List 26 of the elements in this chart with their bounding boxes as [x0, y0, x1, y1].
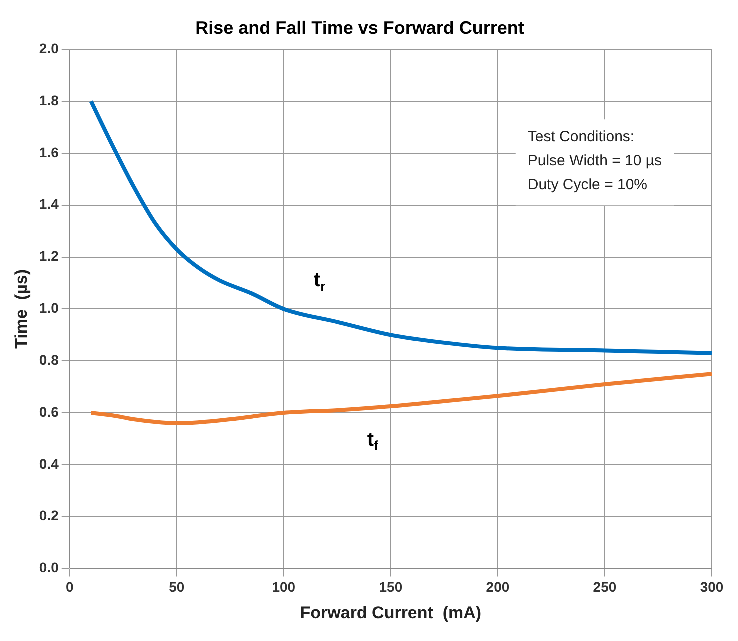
- x-tick-label: 250: [593, 579, 617, 596]
- x-tick-label: 200: [486, 579, 510, 596]
- x-tick-label: 150: [379, 579, 403, 596]
- chart-title: Rise and Fall Time vs Forward Current: [196, 18, 524, 38]
- y-tick-label: 1.2: [39, 248, 60, 264]
- y-tick-label: 1.0: [39, 300, 60, 316]
- annotation: Pulse Width = 10 µs: [528, 152, 662, 170]
- line-series: [89, 372, 712, 426]
- y-tick-label: 0.4: [39, 456, 60, 472]
- y-tick-label: 2.0: [39, 40, 60, 56]
- y-tick-label: 0.0: [39, 560, 60, 576]
- x-axis-title: Forward Current (mA): [300, 603, 482, 622]
- y-tick-label: 1.8: [39, 92, 60, 108]
- y-tick-label: 0.6: [39, 404, 60, 420]
- y-tick-label: 0.2: [39, 508, 60, 524]
- annotation: Duty Cycle = 10%: [528, 176, 648, 194]
- y-tick-label: 1.4: [39, 196, 60, 212]
- y-tick-label: 1.6: [39, 144, 60, 160]
- line-series: [89, 100, 712, 356]
- x-tick-label: 50: [169, 579, 185, 596]
- y-axis-title: Time (µs): [12, 270, 31, 349]
- annotation: Test Conditions:: [528, 128, 635, 146]
- x-tick-label: 0: [66, 579, 74, 596]
- x-tick-label: 100: [272, 579, 296, 596]
- y-tick-label: 0.8: [39, 352, 60, 368]
- x-tick-label: 300: [700, 579, 724, 596]
